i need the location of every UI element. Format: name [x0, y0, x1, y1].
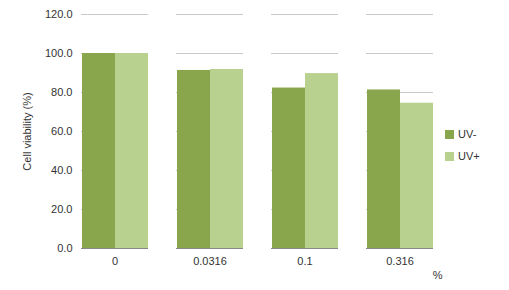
svg-text:100.0: 100.0: [45, 47, 73, 59]
html-text:UV+: UV+: [458, 150, 480, 162]
svg-text:0.316: 0.316: [386, 255, 414, 267]
svg-text:0.0: 0.0: [57, 242, 72, 254]
svg-text:0.1: 0.1: [297, 255, 312, 267]
html-text:UV-: UV-: [458, 128, 477, 140]
svg-text:0: 0: [112, 255, 118, 267]
svg-text:Cell viability (%): Cell viability (%): [21, 92, 33, 170]
svg-text:20.0: 20.0: [51, 203, 72, 215]
svg-text:%: %: [433, 269, 443, 281]
svg-text:0.0316: 0.0316: [193, 255, 227, 267]
svg-text:40.0: 40.0: [51, 164, 72, 176]
svg-text:80.0: 80.0: [51, 86, 72, 98]
svg-text:120.0: 120.0: [45, 8, 73, 20]
svg-text:60.0: 60.0: [51, 125, 72, 137]
